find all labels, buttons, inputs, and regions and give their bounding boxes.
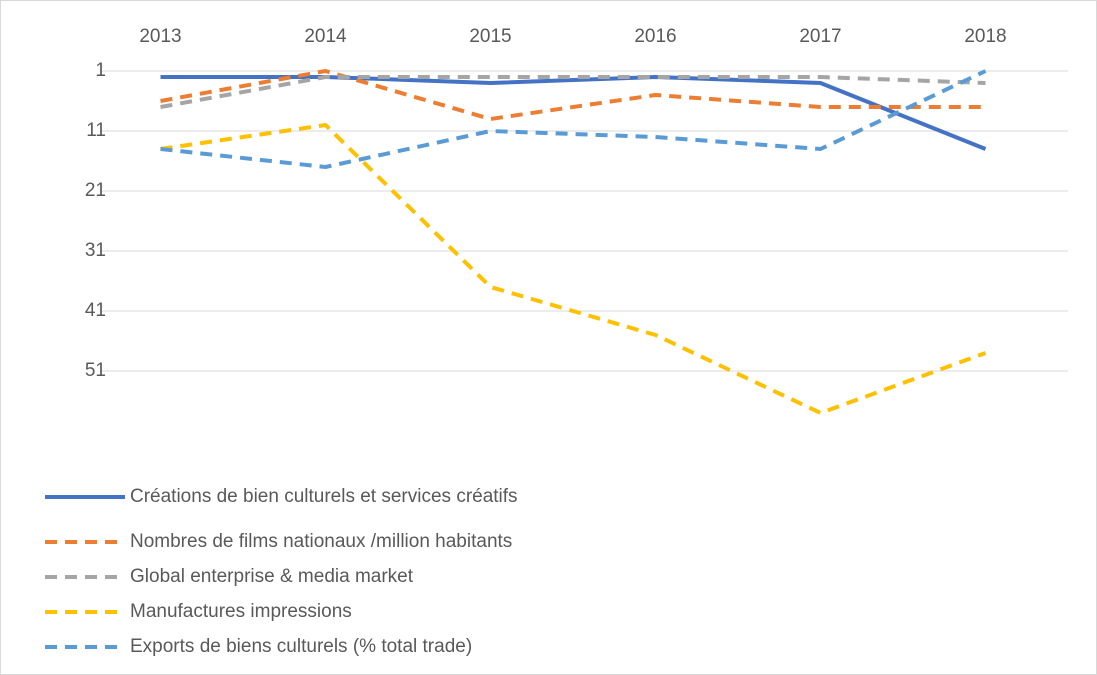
x-tick-label: 2016	[634, 26, 676, 47]
legend-label: Créations de bien culturels et services …	[130, 486, 518, 507]
x-tick-label: 2013	[139, 26, 181, 47]
series-line	[160, 75, 986, 109]
y-tick-label: 21	[85, 180, 106, 201]
x-tick-label: 2018	[964, 26, 1006, 47]
series-line	[160, 75, 987, 151]
x-tick-label: 2014	[304, 26, 347, 47]
x-tick-label: 2017	[799, 26, 841, 47]
y-tick-label: 41	[85, 300, 106, 321]
series-line	[160, 69, 986, 121]
y-tick-label: 31	[85, 240, 106, 261]
legend-label: Nombres de films nationaux /million habi…	[130, 531, 512, 552]
legend-label: Manufactures impressions	[130, 601, 352, 622]
y-tick-label: 1	[95, 60, 106, 81]
y-tick-label: 51	[85, 360, 106, 381]
x-tick-label: 2015	[469, 26, 511, 47]
legend-label: Global enterprise & media market	[130, 566, 414, 587]
series-line	[160, 123, 987, 415]
legend-label: Exports de biens culturels (% total trad…	[130, 636, 472, 657]
y-tick-label: 11	[86, 120, 106, 141]
